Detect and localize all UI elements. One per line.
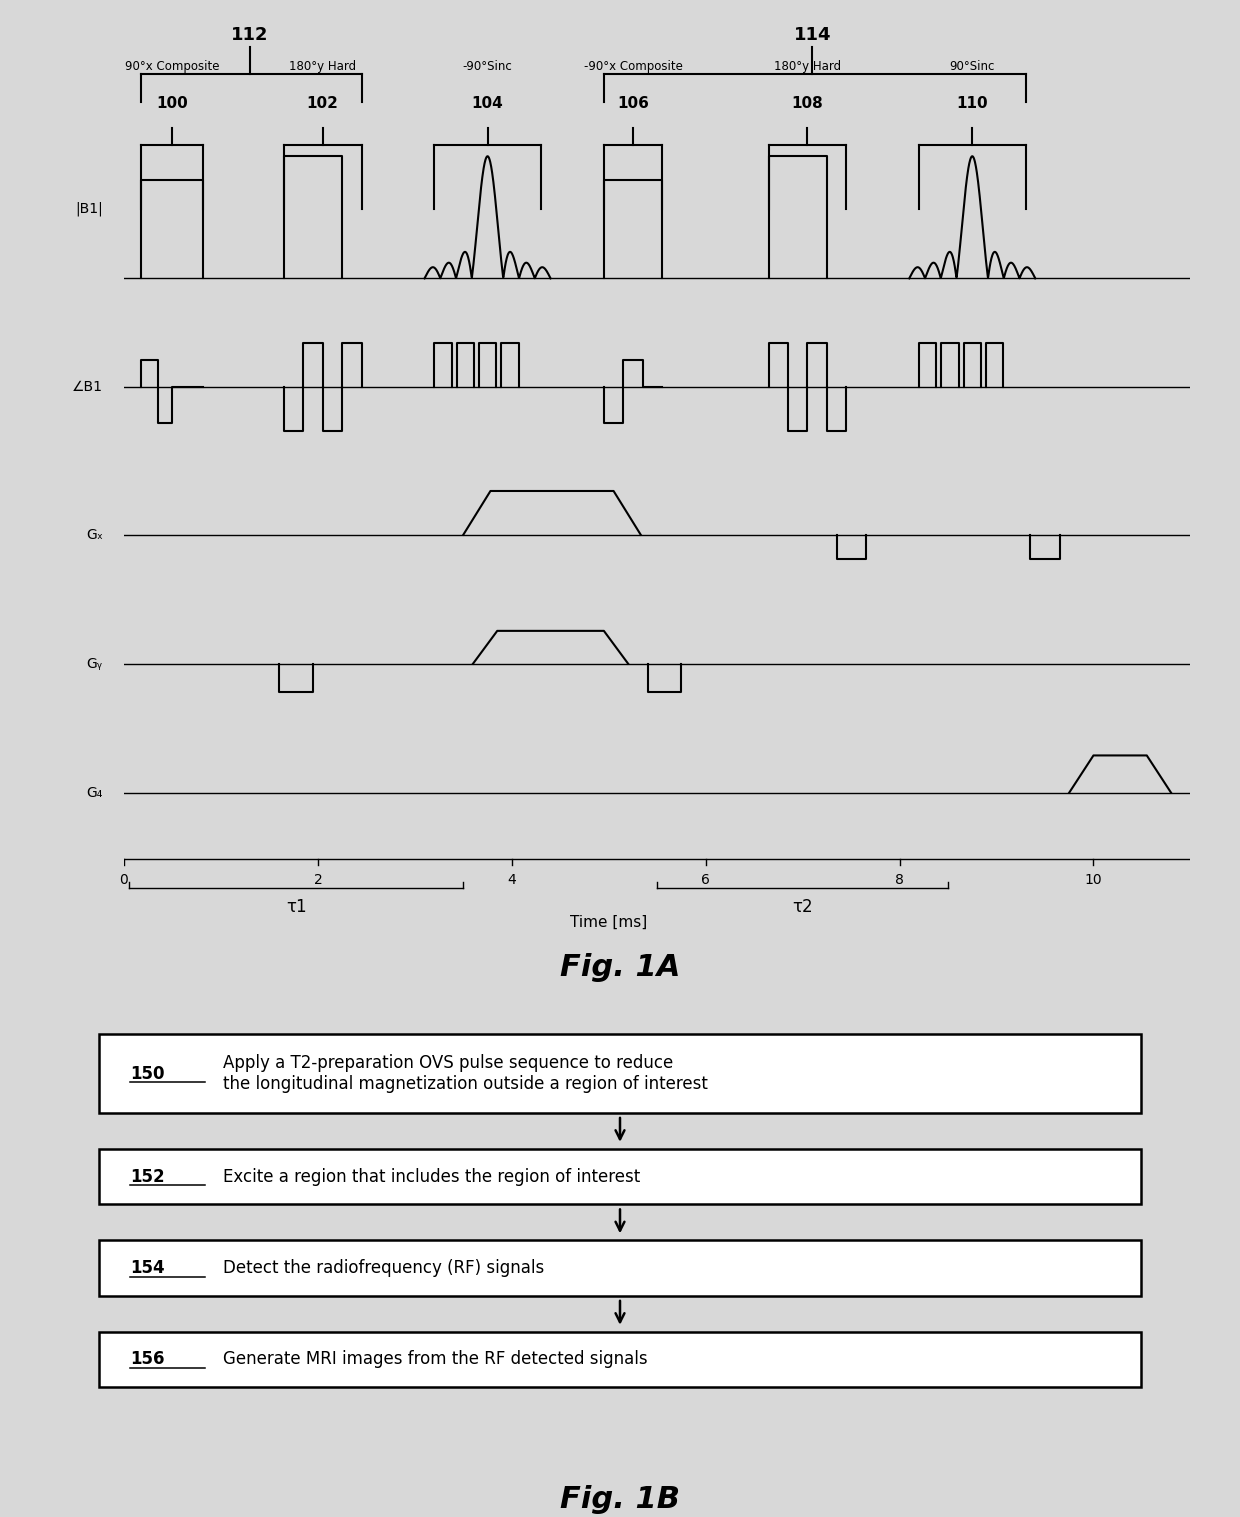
Text: τ1: τ1 xyxy=(285,898,306,916)
Text: Gₓ: Gₓ xyxy=(86,528,103,542)
Text: τ2: τ2 xyxy=(792,898,813,916)
Text: 112: 112 xyxy=(232,26,269,44)
Text: -90°Sinc: -90°Sinc xyxy=(463,61,512,73)
Bar xyxy=(99,1332,1141,1388)
Text: 106: 106 xyxy=(618,96,649,111)
Text: 102: 102 xyxy=(306,96,339,111)
Text: 108: 108 xyxy=(791,96,823,111)
Text: Detect the radiofrequency (RF) signals: Detect the radiofrequency (RF) signals xyxy=(223,1259,544,1277)
Text: 0: 0 xyxy=(119,874,129,887)
Text: Fig. 1B: Fig. 1B xyxy=(560,1485,680,1514)
Text: 104: 104 xyxy=(471,96,503,111)
Text: 150: 150 xyxy=(130,1065,165,1083)
Text: Fig. 1A: Fig. 1A xyxy=(559,953,681,981)
Text: Excite a region that includes the region of interest: Excite a region that includes the region… xyxy=(223,1168,640,1185)
Text: 90°x Composite: 90°x Composite xyxy=(125,61,219,73)
Text: 2: 2 xyxy=(314,874,322,887)
Text: G₄: G₄ xyxy=(87,786,103,799)
Text: 180°y Hard: 180°y Hard xyxy=(289,61,356,73)
Bar xyxy=(99,1035,1141,1113)
Text: ∠B1: ∠B1 xyxy=(72,379,103,394)
Text: 10: 10 xyxy=(1085,874,1102,887)
Text: 6: 6 xyxy=(702,874,711,887)
Text: 8: 8 xyxy=(895,874,904,887)
Text: 4: 4 xyxy=(507,874,516,887)
Text: 180°y Hard: 180°y Hard xyxy=(774,61,841,73)
Text: 100: 100 xyxy=(156,96,188,111)
Text: Time [ms]: Time [ms] xyxy=(570,915,647,930)
Bar xyxy=(99,1148,1141,1204)
Text: Generate MRI images from the RF detected signals: Generate MRI images from the RF detected… xyxy=(223,1350,647,1368)
Text: 154: 154 xyxy=(130,1259,165,1277)
Text: 114: 114 xyxy=(794,26,831,44)
Text: |B1|: |B1| xyxy=(74,202,103,215)
Text: Apply a T2-preparation OVS pulse sequence to reduce
the longitudinal magnetizati: Apply a T2-preparation OVS pulse sequenc… xyxy=(223,1054,708,1094)
Text: 152: 152 xyxy=(130,1168,165,1185)
Bar xyxy=(99,1239,1141,1296)
Text: Gᵧ: Gᵧ xyxy=(87,657,103,671)
Text: -90°x Composite: -90°x Composite xyxy=(584,61,682,73)
Text: 110: 110 xyxy=(956,96,988,111)
Text: 90°Sinc: 90°Sinc xyxy=(950,61,994,73)
Text: 156: 156 xyxy=(130,1350,165,1368)
